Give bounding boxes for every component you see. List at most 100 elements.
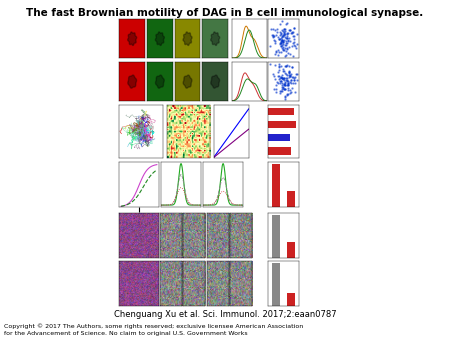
- Point: [282, 75, 289, 81]
- Point: [282, 64, 289, 69]
- Point: [274, 74, 281, 79]
- Polygon shape: [128, 32, 137, 45]
- Point: [281, 48, 288, 53]
- Point: [280, 31, 287, 37]
- Point: [290, 77, 297, 82]
- Point: [284, 35, 291, 41]
- Point: [284, 50, 291, 56]
- Point: [273, 87, 280, 92]
- Point: [279, 37, 286, 43]
- Point: [273, 48, 280, 53]
- Point: [277, 78, 284, 83]
- Point: [278, 33, 285, 39]
- Bar: [288, 293, 295, 306]
- Point: [282, 93, 289, 99]
- Point: [278, 39, 285, 44]
- Point: [282, 21, 289, 26]
- Point: [275, 64, 282, 70]
- Point: [289, 74, 297, 79]
- Point: [292, 71, 300, 77]
- Point: [275, 36, 283, 41]
- Point: [287, 77, 294, 82]
- Point: [282, 45, 289, 51]
- Point: [282, 83, 289, 88]
- Polygon shape: [155, 32, 164, 45]
- Point: [274, 69, 282, 74]
- Point: [286, 73, 293, 79]
- Point: [277, 64, 284, 69]
- Point: [280, 32, 287, 37]
- Point: [280, 81, 288, 87]
- Point: [275, 64, 282, 69]
- Point: [289, 40, 297, 45]
- Point: [277, 36, 284, 41]
- Point: [278, 41, 285, 46]
- Point: [275, 34, 282, 40]
- Bar: [272, 164, 280, 207]
- Point: [284, 63, 291, 68]
- Point: [283, 64, 290, 69]
- Point: [286, 88, 293, 93]
- Point: [290, 26, 297, 31]
- Point: [278, 72, 285, 78]
- Point: [288, 29, 295, 34]
- Point: [270, 32, 277, 38]
- Point: [284, 85, 292, 91]
- Point: [279, 43, 286, 48]
- Point: [291, 33, 298, 39]
- Point: [269, 26, 276, 32]
- Point: [275, 67, 283, 72]
- Point: [282, 53, 289, 58]
- Point: [266, 61, 274, 67]
- Point: [280, 85, 287, 90]
- Point: [266, 43, 274, 49]
- Point: [279, 39, 286, 45]
- Point: [285, 80, 292, 85]
- Point: [292, 43, 299, 48]
- Point: [276, 41, 284, 47]
- Point: [275, 37, 283, 42]
- Point: [274, 52, 282, 57]
- Point: [284, 75, 291, 81]
- Point: [285, 44, 292, 49]
- Point: [278, 38, 285, 43]
- Point: [285, 72, 292, 78]
- Point: [279, 45, 286, 51]
- Point: [272, 82, 279, 88]
- Point: [270, 33, 277, 38]
- Point: [292, 80, 299, 85]
- Point: [289, 34, 297, 39]
- Point: [284, 35, 291, 41]
- Point: [284, 82, 291, 88]
- Point: [280, 30, 288, 36]
- Point: [278, 40, 285, 46]
- Point: [287, 28, 294, 33]
- Point: [284, 77, 291, 82]
- Point: [283, 77, 290, 82]
- Bar: [272, 215, 280, 258]
- Point: [285, 88, 292, 93]
- Point: [291, 37, 298, 42]
- Point: [290, 40, 297, 45]
- Point: [284, 33, 291, 39]
- Point: [280, 76, 288, 81]
- Bar: [272, 263, 280, 306]
- Point: [286, 74, 293, 79]
- Point: [288, 86, 296, 91]
- Point: [268, 27, 275, 32]
- Point: [287, 51, 294, 57]
- Point: [278, 38, 285, 44]
- Point: [284, 39, 292, 44]
- Point: [282, 28, 289, 33]
- Point: [274, 80, 282, 86]
- Point: [279, 47, 287, 53]
- Point: [287, 39, 294, 44]
- Point: [279, 75, 286, 80]
- Point: [276, 80, 284, 86]
- Point: [280, 66, 287, 71]
- Point: [283, 41, 290, 46]
- Point: [277, 90, 284, 95]
- Point: [286, 72, 293, 77]
- Point: [273, 33, 280, 38]
- Point: [286, 28, 293, 33]
